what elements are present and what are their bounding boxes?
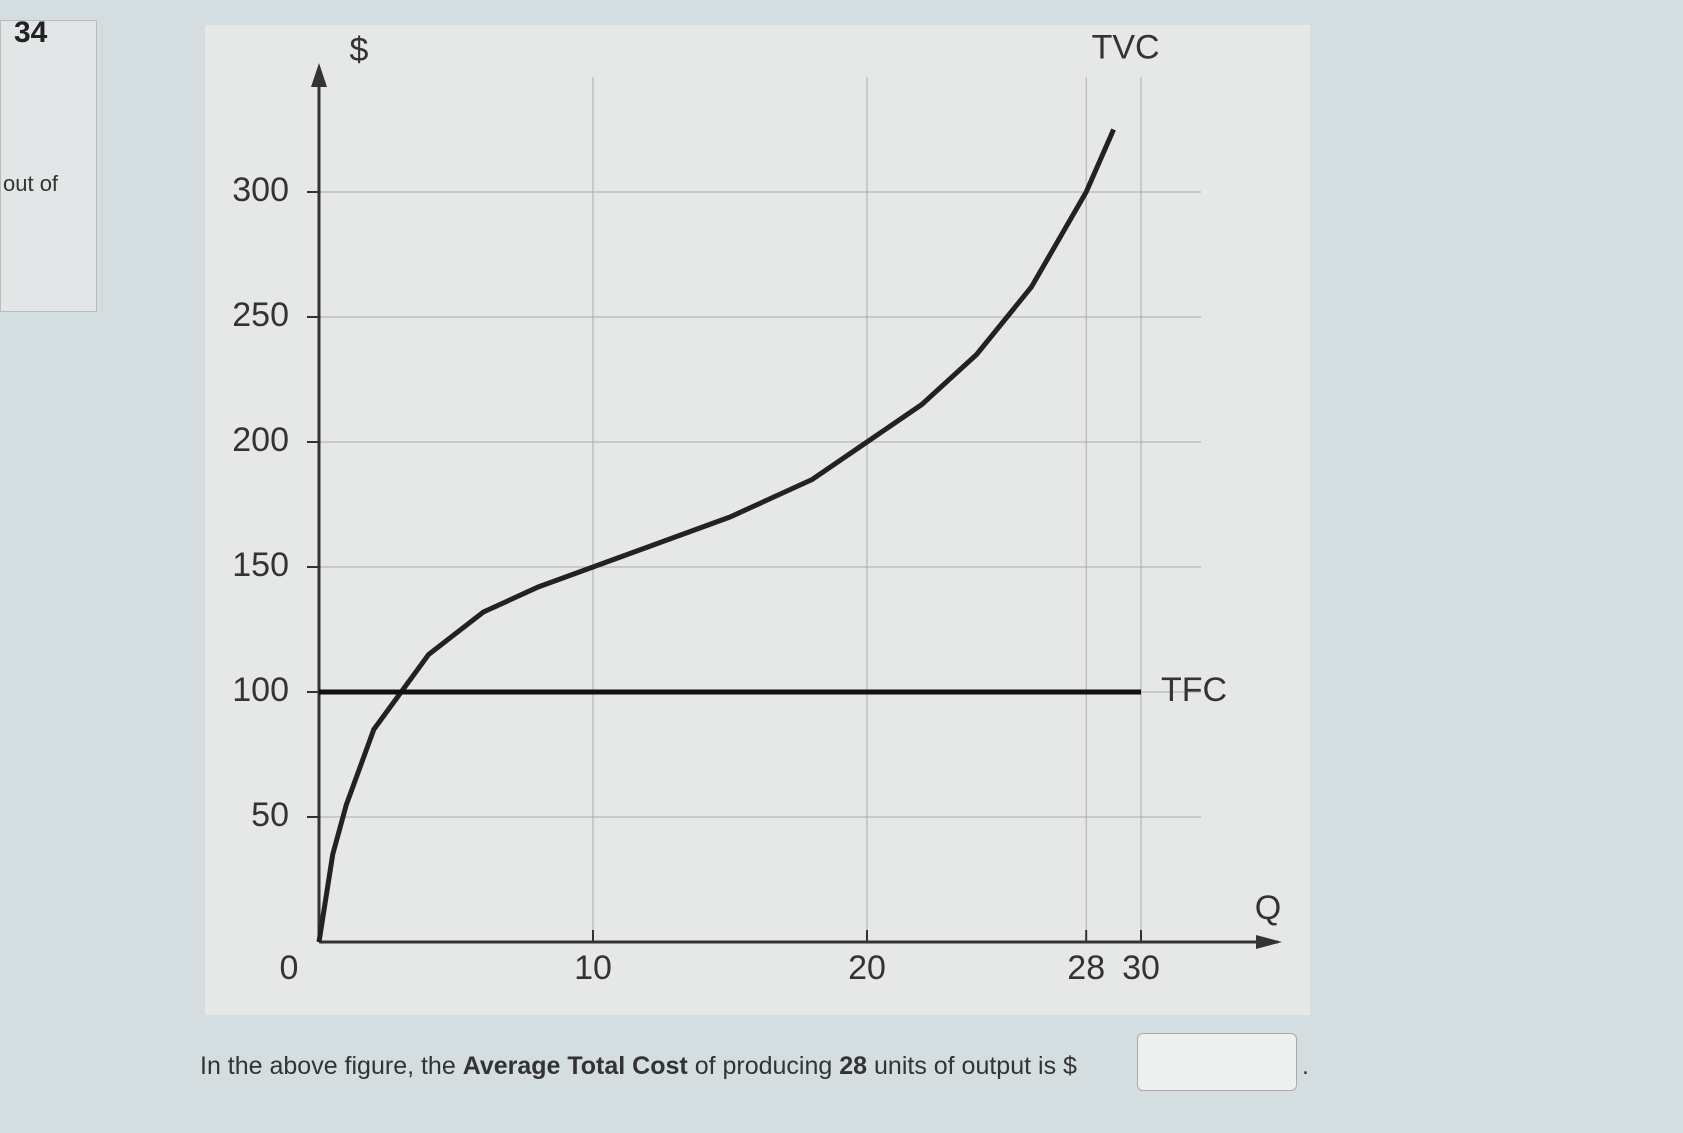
text: . (1302, 1052, 1309, 1080)
y-tick-label: 250 (232, 296, 289, 334)
text: In the above figure, the (200, 1052, 463, 1080)
question-number: 34 (14, 16, 48, 49)
series-label: TVC (1092, 28, 1160, 66)
text: of producing (687, 1052, 840, 1080)
chart-panel (205, 25, 1310, 1015)
y-tick-label: 100 (232, 671, 289, 709)
series-label: TFC (1161, 671, 1227, 709)
x-axis-label: Q (1255, 889, 1281, 927)
x-tick-label: 30 (1122, 949, 1160, 987)
y-axis-label: $ (350, 31, 369, 69)
answer-input[interactable] (1137, 1033, 1297, 1091)
x-tick-label: 28 (1067, 949, 1105, 987)
question-text: In the above figure, the Average Total C… (200, 1052, 1077, 1081)
y-tick-label: 50 (251, 796, 289, 834)
sidebar: out of (0, 20, 97, 312)
x-tick-label: 0 (280, 949, 299, 987)
y-tick-label: 150 (232, 546, 289, 584)
y-tick-label: 200 (232, 421, 289, 459)
x-tick-label: 20 (848, 949, 886, 987)
text: 28 (839, 1052, 868, 1080)
sidebar-text: out of (3, 171, 59, 196)
x-arrow (1256, 935, 1282, 949)
x-tick-label: 10 (574, 949, 612, 987)
text: units of output is $ (867, 1052, 1077, 1080)
y-tick-label: 300 (232, 171, 289, 209)
text: Average Total Cost (462, 1052, 688, 1080)
line (316, 128, 1116, 943)
y-arrow (311, 63, 327, 87)
